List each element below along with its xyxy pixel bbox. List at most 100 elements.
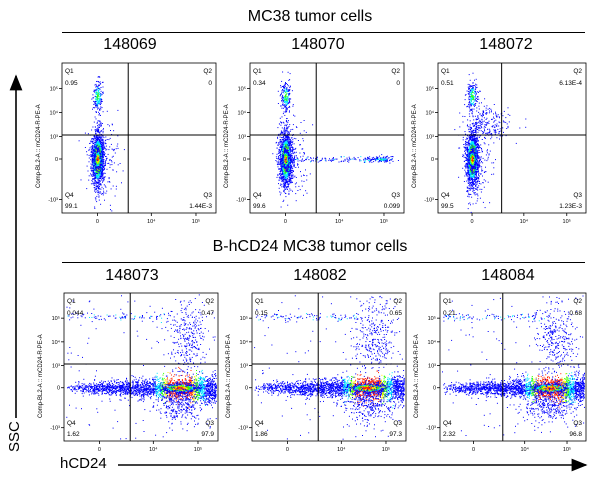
y-tick-label: 0 xyxy=(55,157,58,163)
quadrant-label: Q2 xyxy=(573,298,582,305)
y-tick-label: -10³ xyxy=(424,198,434,204)
y-tick-label: -10³ xyxy=(48,198,58,204)
quadrant-label: Q4 xyxy=(441,192,450,199)
y-tick-label: 10⁵ xyxy=(238,86,246,93)
quadrant-percentage: 0.68 xyxy=(569,310,582,317)
plot-frame xyxy=(437,62,587,214)
group-divider-mc38 xyxy=(62,32,585,33)
population-dots xyxy=(254,295,405,440)
y-tick-label: 10⁴ xyxy=(426,110,435,117)
plot-ylabel: Comp-BL2-A :: mCD24-R-PE-A xyxy=(224,104,230,188)
x-tick-label: 10⁴ xyxy=(520,446,529,453)
quadrant-label: Q2 xyxy=(205,298,214,305)
sample-title: 148072 xyxy=(479,36,533,53)
y-tick-label: 10⁴ xyxy=(240,339,249,346)
x-tick-label: 10⁵ xyxy=(194,446,202,453)
quadrant-label: Q3 xyxy=(393,420,402,427)
quadrant-percentage: 6.13E-4 xyxy=(559,80,582,87)
plot-frame xyxy=(249,62,405,214)
quadrant-label: Q1 xyxy=(253,68,262,75)
quadrant-percentage: 99.5 xyxy=(441,203,454,210)
y-tick-label: 10⁵ xyxy=(52,315,60,322)
scatter-plot-148073: Q1 0.044 Q2 0.47 Q4 1.62 Q3 97.9 10⁵ 10⁴ 10³ 0 -10³ 0… xyxy=(50,292,219,453)
quadrant-label: Q4 xyxy=(65,192,74,199)
sample-title: 148082 xyxy=(293,267,347,284)
plot-ylabel: Comp-BL2-A :: mCD24-R-PE-A xyxy=(36,104,42,188)
x-tick-label: 10⁴ xyxy=(149,446,158,453)
quadrant-label: Q1 xyxy=(441,68,450,75)
group-title-mc38: MC38 tumor cells xyxy=(247,8,373,25)
plot-ylabel: Comp-BL2-A :: mCD24-R-PE-A xyxy=(38,334,44,418)
population-dots xyxy=(78,76,125,212)
x-tick-label: 10⁴ xyxy=(335,218,344,225)
population-dots xyxy=(442,295,585,436)
x-tick-label: 0 xyxy=(98,447,101,453)
x-tick-label: 10⁴ xyxy=(147,218,156,225)
y-tick-label: 0 xyxy=(431,157,434,163)
group-divider-bhcd24 xyxy=(62,262,585,263)
y-tick-label: 10³ xyxy=(426,135,434,141)
quadrant-percentage: 1.44E-3 xyxy=(189,203,212,210)
y-tick-label: 10⁴ xyxy=(52,339,61,346)
quadrant-label: Q1 xyxy=(443,298,452,305)
x-tick-label: 0 xyxy=(472,447,475,453)
ssc-axis-caption: SSC xyxy=(6,421,23,452)
quadrant-percentage: 2.32 xyxy=(443,431,456,438)
quadrant-percentage: 0.34 xyxy=(253,80,266,87)
x-tick-label: 0 xyxy=(284,219,287,225)
quadrant-percentage: 0 xyxy=(396,80,400,87)
scatter-plot-148082: Q1 0.15 Q2 0.65 Q4 1.86 Q3 97.3 10⁵ 10⁴ 10³ 0 -10³ 0 1… xyxy=(238,292,407,453)
y-tick-label: 10⁵ xyxy=(426,86,434,93)
quadrant-label: Q2 xyxy=(393,298,402,305)
plot-ylabel: Comp-BL2-A :: mCD24-R-PE-A xyxy=(414,334,420,418)
y-tick-label: 10³ xyxy=(52,364,60,370)
plot-frame xyxy=(61,62,217,214)
population-dots xyxy=(454,72,527,213)
quadrant-label: Q4 xyxy=(443,420,452,427)
y-tick-label: 10⁴ xyxy=(428,339,437,346)
y-tick-label: -10³ xyxy=(50,426,60,432)
plot-ylabel: Comp-BL2-A :: mCD24-R-PE-A xyxy=(226,334,232,418)
y-tick-label: 10⁵ xyxy=(240,315,248,322)
quadrant-label: Q1 xyxy=(65,68,74,75)
y-tick-label: -10³ xyxy=(238,426,248,432)
quadrant-percentage: 0.51 xyxy=(441,80,454,87)
x-tick-label: 10⁵ xyxy=(192,218,200,225)
quadrant-label: Q4 xyxy=(255,420,264,427)
x-tick-label: 0 xyxy=(471,219,474,225)
x-tick-label: 0 xyxy=(286,447,289,453)
y-tick-label: 10³ xyxy=(50,135,58,141)
x-tick-label: 10⁵ xyxy=(563,218,571,225)
x-tick-label: 0 xyxy=(96,219,99,225)
scatter-plot-148069: Q1 0.95 Q2 0 Q4 99.1 Q3 1.44E-3 10⁵ 10⁴ 10³ 0 -10³ 0 1… xyxy=(48,62,217,225)
quadrant-percentage: 99.6 xyxy=(253,203,266,210)
y-tick-label: -10³ xyxy=(426,426,436,432)
scatter-plot-148084: Q1 0.21 Q2 0.68 Q4 2.32 Q3 96.8 10⁵ 10⁴ 10³ 0 -10³ 0 1… xyxy=(426,292,587,453)
quadrant-percentage: 1.23E-3 xyxy=(559,203,582,210)
sample-title: 148073 xyxy=(105,267,159,284)
quadrant-percentage: 96.8 xyxy=(569,431,582,438)
sample-title: 148070 xyxy=(291,36,345,53)
quadrant-label: Q2 xyxy=(391,68,400,75)
scatter-plot-148070: Q1 0.34 Q2 0 Q4 99.6 Q3 0.099 10⁵ 10⁴ 10³ 0 -10³ 0 10⁴… xyxy=(236,62,405,225)
quadrant-percentage: 0 xyxy=(208,80,212,87)
x-tick-label: 10⁴ xyxy=(520,218,529,225)
group-title-bhcd24: B-hCD24 MC38 tumor cells xyxy=(212,238,408,255)
quadrant-label: Q4 xyxy=(67,420,76,427)
x-tick-label: 10⁴ xyxy=(337,446,346,453)
population-dots xyxy=(272,71,399,208)
x-tick-label: 10⁵ xyxy=(563,446,571,453)
quadrant-label: Q3 xyxy=(391,192,400,199)
y-tick-label: 0 xyxy=(433,386,436,392)
x-tick-label: 10⁵ xyxy=(382,446,390,453)
quadrant-percentage: 99.1 xyxy=(65,203,78,210)
quadrant-percentage: 0.15 xyxy=(255,310,268,317)
quadrant-percentage: 97.3 xyxy=(389,431,402,438)
scatter-plot-148072: Q1 0.51 Q2 6.13E-4 Q4 99.5 Q3 1.23E-3 10⁵ 10⁴ 10³ 0… xyxy=(424,62,587,225)
quadrant-label: Q3 xyxy=(205,420,214,427)
x-tick-label: 10⁵ xyxy=(380,218,388,225)
quadrant-percentage: 1.62 xyxy=(67,431,80,438)
y-tick-label: 0 xyxy=(245,386,248,392)
quadrant-label: Q3 xyxy=(203,192,212,199)
